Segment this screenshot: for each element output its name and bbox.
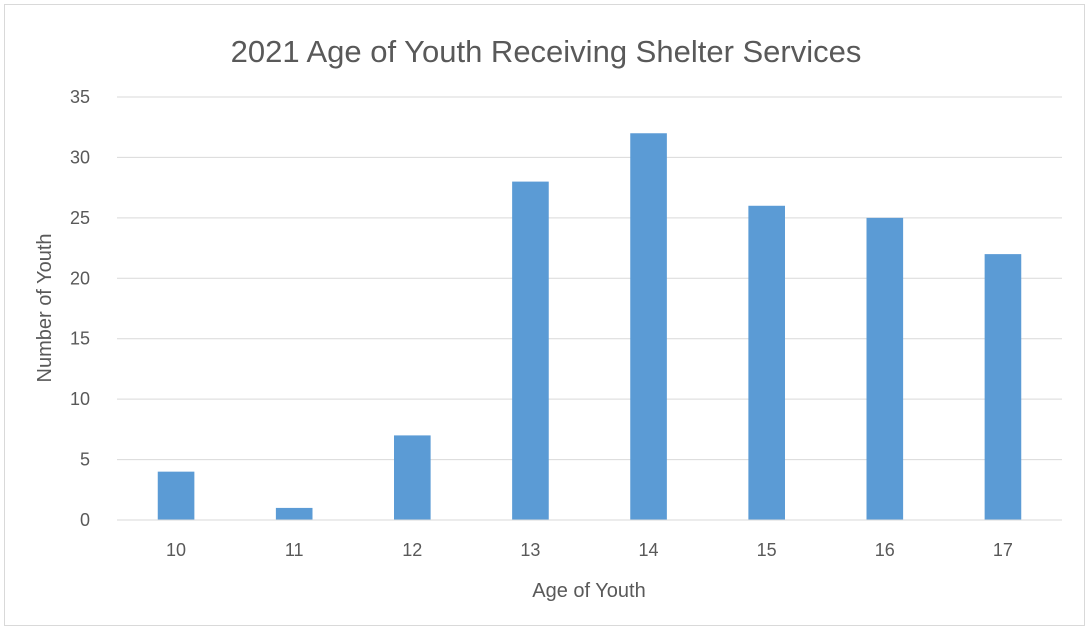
chart-title: 2021 Age of Youth Receiving Shelter Serv… xyxy=(231,34,862,69)
x-tick-label: 13 xyxy=(520,540,540,560)
x-axis-title: Age of Youth xyxy=(532,580,645,602)
y-tick-label: 15 xyxy=(70,329,90,349)
bar-15 xyxy=(748,205,785,520)
x-tick-label: 16 xyxy=(875,540,895,560)
x-tick-label: 11 xyxy=(285,540,304,560)
y-axis-title: Number of Youth xyxy=(34,234,56,383)
bar-17 xyxy=(984,254,1022,520)
y-tick-label: 30 xyxy=(70,147,90,167)
y-tick-label: 10 xyxy=(70,389,90,409)
bar-16 xyxy=(866,217,904,520)
y-tick-label: 35 xyxy=(70,87,90,107)
y-tick-label: 20 xyxy=(70,268,90,288)
x-tick-label: 17 xyxy=(993,540,1013,560)
x-tick-label: 12 xyxy=(402,540,422,560)
bars xyxy=(157,133,1022,520)
x-tick-label: 14 xyxy=(639,540,659,560)
bar-10 xyxy=(157,471,195,520)
bar-14 xyxy=(630,133,667,520)
y-tick-label: 0 xyxy=(80,510,90,530)
gridlines xyxy=(117,96,1062,461)
bar-12 xyxy=(394,435,431,520)
bar-11 xyxy=(275,507,313,520)
x-tick-label: 10 xyxy=(166,540,186,560)
y-tick-label: 5 xyxy=(80,450,90,470)
bar-13 xyxy=(512,181,549,520)
x-axis-ticks: 10 11 12 13 14 15 16 17 xyxy=(166,540,1013,560)
x-tick-label: 15 xyxy=(757,540,777,560)
y-axis-ticks: 0 5 10 15 20 25 30 35 xyxy=(70,87,90,530)
y-tick-label: 25 xyxy=(70,208,90,228)
